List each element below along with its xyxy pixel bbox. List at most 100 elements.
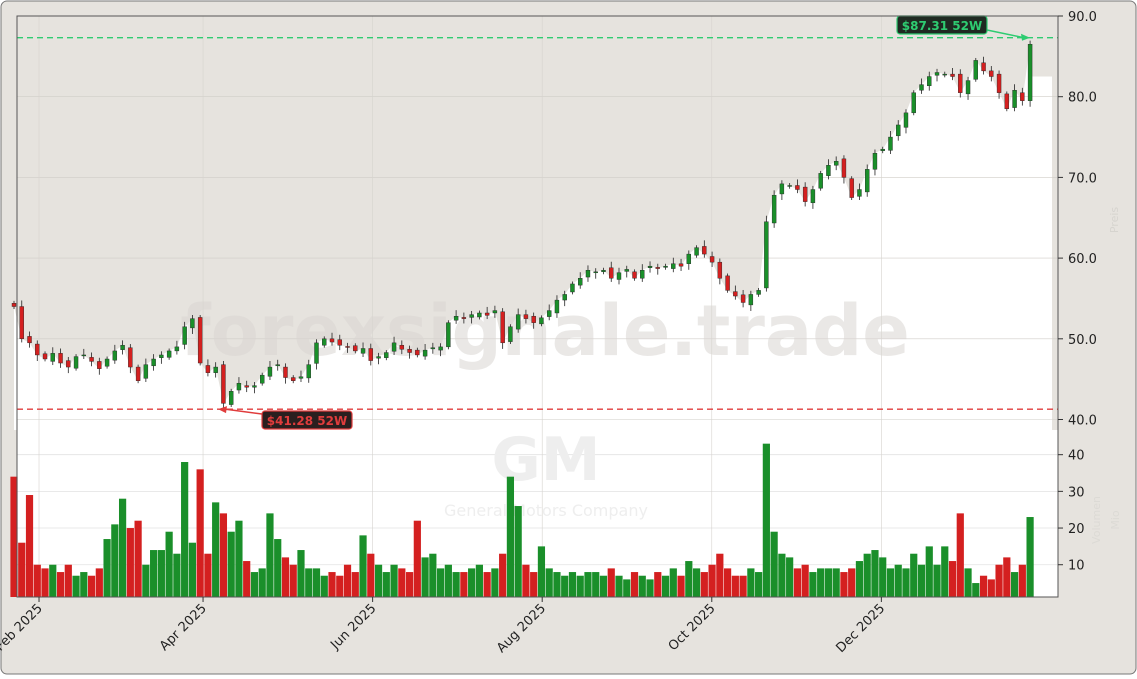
candle-body	[678, 263, 684, 267]
candle-body	[934, 72, 940, 76]
volume-bar	[646, 579, 654, 597]
candle-body	[833, 161, 839, 166]
candle-body	[671, 263, 676, 269]
candle-body	[42, 353, 48, 360]
candle-body	[267, 366, 273, 377]
candle-body	[865, 169, 870, 193]
candle-body	[73, 356, 79, 369]
candle-body	[27, 336, 32, 344]
volume-bar	[80, 572, 88, 597]
volume-bar	[599, 575, 608, 597]
candle-body	[182, 326, 187, 345]
volume-bar	[607, 568, 615, 597]
volume-bar	[809, 572, 817, 597]
candle-body	[453, 316, 459, 321]
volume-bar	[150, 550, 158, 597]
volume-bar	[677, 575, 685, 597]
candle-body	[58, 353, 63, 364]
volume-bar	[281, 557, 290, 597]
candle-body	[314, 342, 319, 364]
candle-body	[609, 267, 614, 279]
candle-body	[477, 312, 482, 318]
volume-tick-label: 20	[1068, 522, 1085, 537]
candle-body	[950, 73, 955, 77]
volume-bar	[188, 542, 196, 597]
candle-body	[663, 265, 668, 268]
volume-bar	[584, 572, 592, 597]
price-tick-label: 50.0	[1068, 333, 1097, 348]
candle-body	[880, 148, 885, 151]
volume-bar	[561, 575, 569, 597]
candle-body	[500, 311, 505, 344]
volume-bar	[530, 572, 538, 597]
watermark-text: forexsignale.trade	[180, 290, 909, 372]
volume-bar	[235, 520, 243, 597]
candle-body	[252, 385, 257, 388]
candle-body	[733, 291, 738, 297]
candle-body	[143, 364, 149, 379]
candle-body	[996, 73, 1002, 93]
candle-body	[810, 189, 816, 204]
volume-bar	[1018, 564, 1026, 597]
price-area-fill	[14, 44, 1052, 431]
volume-bar	[654, 572, 662, 597]
volume-bar	[506, 476, 515, 597]
candle-body	[166, 350, 172, 358]
volume-bar	[157, 550, 165, 597]
volume-bar	[786, 557, 794, 597]
volume-bar	[382, 572, 390, 597]
volume-bar	[739, 575, 747, 597]
candle-body	[973, 60, 978, 80]
volume-bar	[522, 564, 530, 597]
low-52w-label: $41.28 52W	[267, 414, 347, 428]
candle-body	[1012, 90, 1017, 108]
candle-body	[430, 347, 436, 350]
volume-bar	[537, 546, 546, 597]
volume-bar	[925, 546, 933, 597]
volume-bar	[1026, 517, 1034, 597]
volume-bar	[72, 575, 80, 597]
candle-body	[911, 92, 916, 114]
volume-bar	[212, 502, 220, 597]
volume-bar	[429, 553, 437, 597]
volume-bar	[258, 568, 266, 597]
candle-body	[461, 317, 467, 319]
candle-body	[725, 275, 730, 291]
volume-bar	[817, 568, 825, 597]
price-axis-label: Preis	[1108, 207, 1121, 234]
plot-border	[16, 15, 1059, 598]
candle-body	[841, 158, 847, 178]
volume-bar	[972, 583, 980, 597]
candle-body	[779, 183, 785, 195]
volume-bar	[165, 531, 173, 597]
volume-axis-label: Volumen	[1090, 496, 1103, 544]
volume-bar	[491, 568, 499, 597]
candle-body	[989, 70, 994, 77]
candle-body	[376, 356, 381, 359]
candle-body	[275, 364, 280, 367]
volume-bar	[56, 572, 65, 597]
candle-body	[756, 290, 761, 295]
volume-bar	[413, 520, 421, 597]
volume-bar	[661, 575, 670, 597]
candle-body	[260, 374, 265, 384]
candle-body	[298, 376, 304, 379]
volume-bar	[336, 575, 344, 597]
volume-bar	[692, 568, 701, 597]
candle-body	[438, 346, 443, 351]
volume-bar	[762, 443, 770, 597]
candle-body	[562, 294, 567, 301]
volume-bar	[374, 564, 383, 597]
candle-body	[128, 347, 133, 368]
volume-bar	[894, 564, 902, 597]
candle-body	[655, 267, 660, 269]
candle-body	[965, 80, 971, 95]
candle-body	[492, 310, 498, 314]
volume-bar	[568, 572, 577, 597]
volume-bar	[18, 542, 26, 597]
volume-bar	[995, 564, 1003, 597]
candle-body	[771, 194, 777, 224]
volume-bar	[312, 568, 321, 597]
candle-body	[112, 350, 118, 361]
